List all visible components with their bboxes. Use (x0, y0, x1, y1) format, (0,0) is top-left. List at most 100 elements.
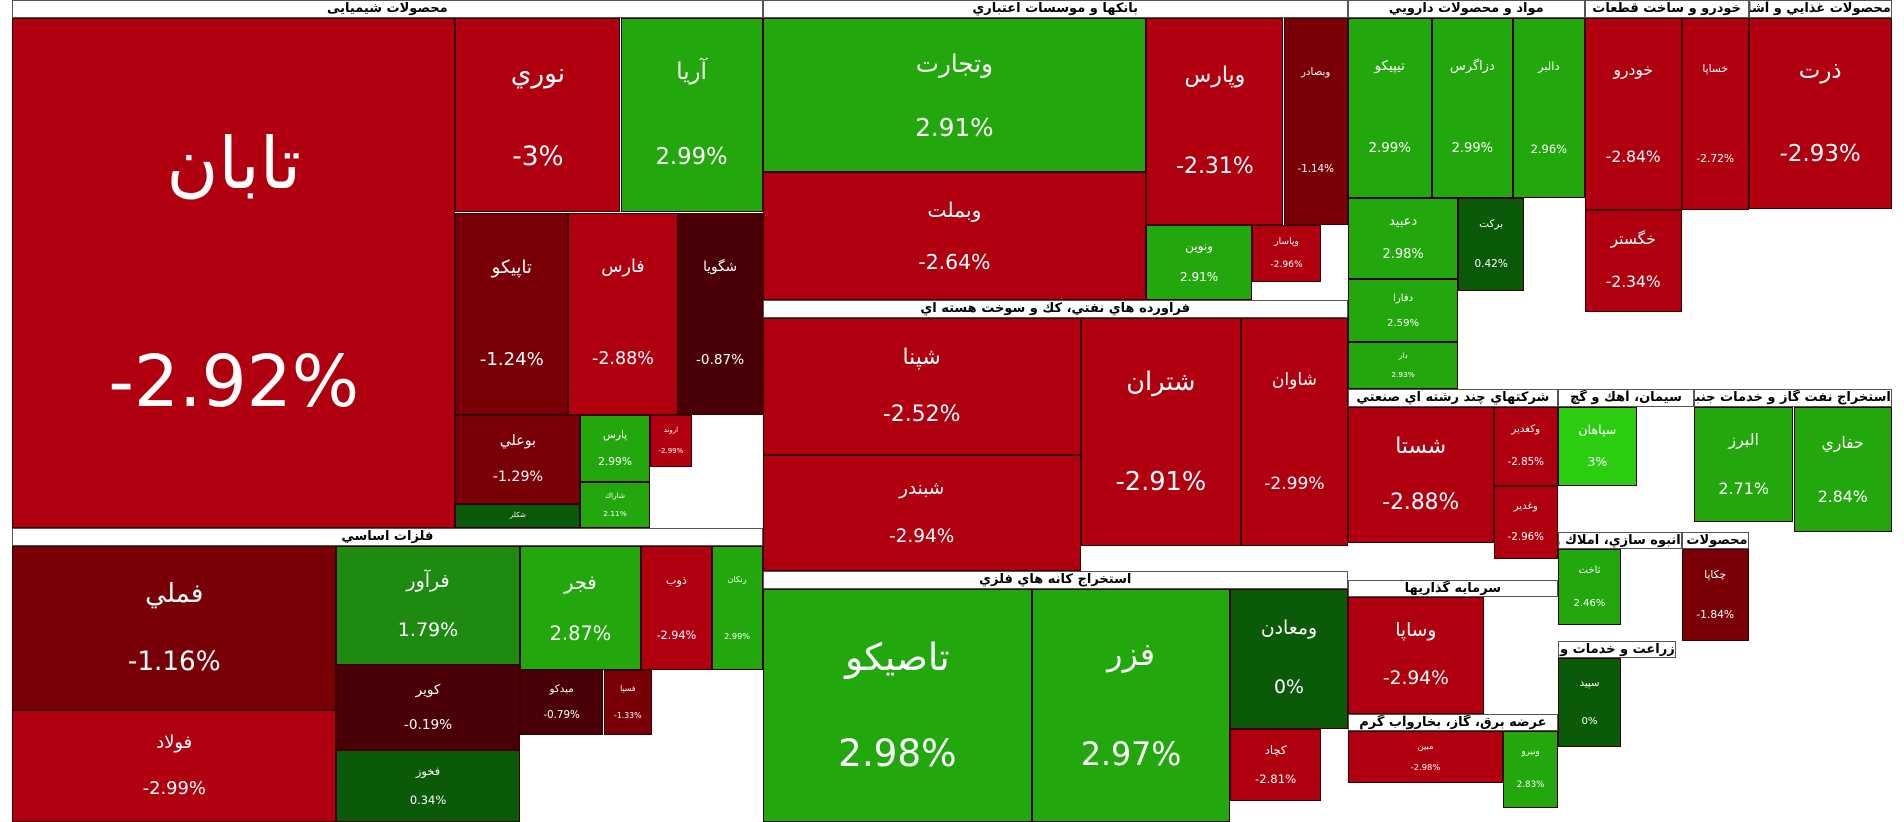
stock-change: 2.98% (1382, 247, 1424, 263)
stock-change: 2.71% (1718, 479, 1769, 499)
stock-tile: وساپا -2.94% (1347, 597, 1484, 714)
stock-change: -0.87% (696, 352, 745, 369)
stock-tile: فارس -2.88% (568, 212, 678, 416)
stock-tile: نوري -3% (455, 18, 621, 213)
stock-name: سپاهان (1578, 422, 1617, 438)
stock-name: تاصيكو (845, 634, 950, 679)
stock-tile: فولاد -2.99% (12, 710, 337, 822)
sector-header: مواد و محصولات دارويي (1347, 0, 1585, 19)
stock-tile: شپنا -2.52% (762, 318, 1081, 456)
stock-name: البرز (1728, 430, 1759, 450)
stock-change: -2.31% (1176, 153, 1254, 179)
sector-header: استخراج كانه هاي فلزي (762, 570, 1348, 589)
stock-tile: وپارس -2.31% (1146, 18, 1284, 225)
stock-tile: فملي -1.16% (12, 546, 337, 711)
stock-name: وبصادر (1300, 66, 1331, 79)
stock-name: فولاد (156, 732, 193, 754)
stock-tile: خساپا -2.72% (1681, 18, 1749, 211)
stock-tile: شاوان -2.99% (1241, 318, 1348, 547)
stock-name: تابان (166, 121, 302, 205)
stock-change: -2.88% (592, 349, 654, 370)
stock-tile: وپاسار -2.96% (1251, 224, 1322, 282)
stock-name: مبين (1417, 741, 1434, 752)
stock-name: دعبيد (1388, 213, 1418, 229)
stock-tile: ثاخت 2.46% (1557, 548, 1622, 626)
stock-tile: ميدكو -0.79% (519, 670, 604, 735)
stock-name: وغدير (1513, 500, 1538, 513)
stock-name: ذرت (1798, 58, 1842, 85)
stock-tile: فزر 2.97% (1032, 588, 1231, 822)
stock-name: بوعلي (499, 432, 536, 449)
stock-tile: دالبر 2.96% (1513, 18, 1585, 198)
stock-change: -2.99% (1264, 474, 1325, 495)
sector-header: سرمايه گذاريها (1347, 580, 1558, 598)
sector-header: انبوه سازي، املاك و مستغلات (1557, 531, 1682, 549)
stock-change: -2.92% (108, 340, 360, 424)
stock-tile: تابان -2.92% (12, 18, 456, 529)
stock-name: چكاپا (1704, 568, 1727, 582)
stock-change: -2.88% (1382, 489, 1460, 515)
stock-name: تيپيكو (1374, 58, 1405, 74)
stock-name: آريا (676, 59, 707, 86)
stock-name: رنكان (727, 574, 747, 585)
stock-name: وپارس (1184, 62, 1246, 88)
stock-name: وبملت (927, 197, 982, 222)
stock-change: 2.83% (1516, 779, 1545, 790)
stock-change: 2.98% (838, 731, 957, 776)
stock-tile: آريا 2.99% (620, 18, 763, 213)
stock-change: 2.87% (549, 622, 612, 646)
stock-change: 0.42% (1474, 258, 1508, 271)
stock-change: 3% (1587, 454, 1608, 470)
stock-change: -1.16% (127, 646, 221, 677)
stock-tile: شستا -2.88% (1347, 406, 1494, 543)
stock-name: تاپيكو (491, 257, 532, 279)
sector-header: محصولات كاغذي (1681, 531, 1749, 549)
stock-change: 2.11% (603, 509, 627, 519)
stock-change: -2.99% (142, 778, 206, 800)
stock-name: نوري (510, 58, 566, 90)
stock-tile: سپاهان 3% (1557, 406, 1637, 486)
stock-tile: تاصيكو 2.98% (762, 588, 1033, 822)
stock-tile: دار 2.93% (1347, 342, 1459, 389)
stock-change: -2.94% (656, 628, 697, 642)
stock-change: -1.84% (1696, 608, 1735, 622)
stock-change: 0.34% (409, 793, 447, 808)
stock-change: -2.96% (1270, 259, 1303, 270)
stock-tile: وبصادر -1.14% (1283, 18, 1348, 225)
stock-tile: تاپيكو -1.24% (455, 212, 569, 416)
stock-change: -2.52% (882, 401, 961, 427)
stock-change: -2.72% (1696, 152, 1735, 166)
stock-tile: ونوين 2.91% (1146, 224, 1252, 300)
stock-name: ثاخت (1578, 565, 1601, 577)
stock-tile: كوير -0.19% (336, 665, 520, 751)
stock-tile: شبندر -2.94% (762, 455, 1081, 571)
stock-name: شاراك (604, 490, 626, 500)
stock-tile: فخوز 0.34% (336, 750, 520, 822)
stock-change: -2.85% (1507, 456, 1544, 469)
sector-header: خودرو و ساخت قطعات (1584, 0, 1749, 19)
stock-change: 0% (1581, 716, 1598, 728)
stock-change: -2.94% (1382, 668, 1449, 690)
stock-tile: دعبيد 2.98% (1347, 197, 1459, 280)
stock-name: وپاسار (1274, 236, 1299, 247)
stock-change: -2.64% (918, 250, 991, 275)
stock-name: خودرو (1613, 61, 1653, 79)
stock-change: 0% (1274, 677, 1304, 699)
stock-name: فسپا (620, 683, 636, 693)
stock-tile: كچاد -2.81% (1230, 728, 1322, 802)
stock-change: -0.79% (543, 708, 580, 721)
stock-tile: مبين -2.98% (1347, 731, 1504, 784)
stock-tile: ذرت -2.93% (1748, 18, 1892, 209)
stock-change: 2.99% (598, 455, 632, 469)
stock-change: -0.19% (403, 716, 453, 733)
stock-change: -2.34% (1605, 272, 1661, 291)
stock-tile: شاراك 2.11% (580, 482, 650, 529)
stock-name: خساپا (1702, 62, 1728, 76)
stock-change: -2.99% (658, 447, 684, 456)
sector-header: سيمان، آهك و گچ (1557, 388, 1694, 407)
stock-tile: ذوب -2.94% (641, 546, 712, 671)
sector-header: زراعت و خدمات وابسته (1557, 641, 1676, 659)
stock-change: 2.99% (724, 631, 751, 642)
stock-name: كچاد (1264, 742, 1287, 757)
